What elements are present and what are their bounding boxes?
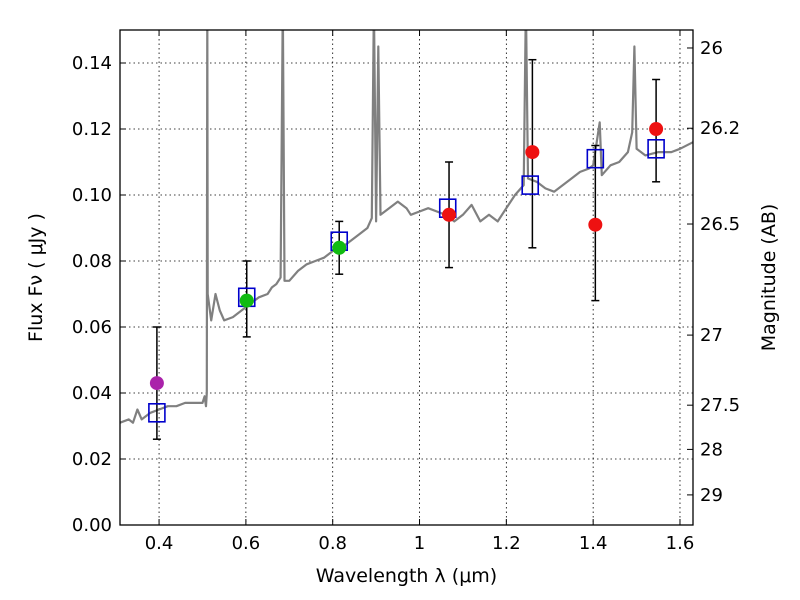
observed-point (525, 145, 540, 160)
y2-tick-label: 27.5 (700, 395, 740, 416)
x-tick-label: 1.4 (579, 533, 608, 554)
y2-tick-label: 26.5 (700, 214, 740, 235)
observed-point (442, 207, 457, 222)
y-tick-label: 0.02 (72, 449, 112, 470)
observed-point (649, 122, 664, 136)
x-tick-label: 1.6 (666, 533, 695, 554)
model-point (521, 175, 540, 195)
observed-point (588, 217, 603, 232)
spectrum-layer (120, 30, 693, 424)
observed-layer (149, 122, 664, 391)
x-tick-label: 0.8 (318, 533, 347, 554)
y2-tick-label: 26.2 (700, 118, 740, 139)
y2-tick-label: 28 (700, 439, 723, 460)
y2-axis: 26 26.2 26.5 27 27.5 28 29 (687, 38, 740, 506)
y-tick-label: 0.06 (72, 317, 112, 338)
observed-point (149, 376, 164, 391)
y-tick-label: 0.00 (72, 515, 112, 536)
model-point (647, 139, 665, 159)
errorbar-layer (152, 58, 661, 440)
y-axis: 0.00 0.02 0.04 0.06 0.08 0.10 0.12 0.14 (72, 53, 126, 536)
model-point (586, 148, 605, 169)
spectrum-line (120, 30, 693, 424)
y-tick-label: 0.14 (72, 53, 112, 74)
x-axis-title: Wavelength λ (μm) (316, 565, 497, 587)
y-tick-label: 0.08 (72, 251, 112, 272)
y-tick-label: 0.12 (72, 119, 112, 140)
x-tick-label: 0.4 (145, 533, 174, 554)
x-tick-label: 1 (414, 533, 425, 554)
x-axis: 0.4 0.6 0.8 1 1.2 1.4 1.6 (145, 30, 695, 554)
y-tick-label: 0.04 (72, 383, 112, 404)
y-tick-label: 0.10 (72, 185, 112, 206)
y2-tick-label: 27 (700, 325, 723, 346)
x-tick-label: 1.2 (492, 533, 521, 554)
plot-frame (119, 29, 694, 526)
x-tick-label: 0.6 (232, 533, 261, 554)
y2-tick-label: 26 (700, 38, 723, 59)
y2-tick-label: 29 (700, 485, 723, 506)
model-layer (148, 139, 665, 423)
model-point (148, 402, 166, 423)
y2-axis-title: Magnitude (AB) (758, 204, 780, 352)
y-axis-title: Flux Fν ( μJy ) (25, 213, 47, 342)
observed-point (239, 293, 254, 308)
observed-point (332, 240, 347, 255)
